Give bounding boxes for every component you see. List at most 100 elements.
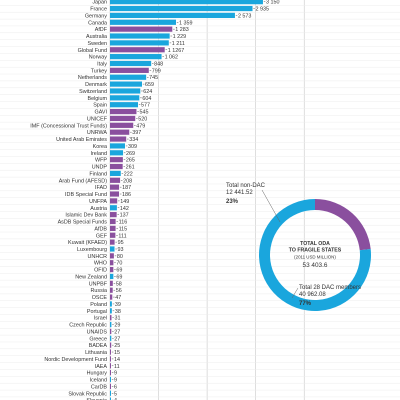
dac-name: Total 28 DAC members [299,285,362,291]
category-label: Japan [92,0,107,6]
category-label: Russia [91,288,107,294]
bar [110,74,147,80]
donut-title-line-1: TOTAL ODA [300,241,330,247]
category-label: Turkey [91,68,108,74]
category-label: UNHCR [88,254,108,260]
bar [110,150,124,156]
value-label: 545 [139,110,148,116]
bar [110,40,169,46]
value-label: 70 [116,261,122,267]
bar [110,108,137,115]
value-label: 520 [138,116,147,122]
category-label: Finland [89,171,107,177]
value-label: 1 062 [165,55,179,61]
value-label: 208 [123,178,132,184]
value-label: 38 [115,309,121,315]
category-label: Belgium [88,96,108,102]
value-label: 397 [132,130,141,136]
value-label: 186 [122,192,131,198]
bar [110,191,120,197]
category-label: IDB Special Fund [65,192,107,198]
bar [110,390,111,396]
category-label: GEF [96,233,108,239]
bar [110,239,115,245]
value-label: 111 [118,233,126,239]
bar [110,342,112,348]
bar [110,376,111,383]
bar [110,67,149,73]
bar [110,198,118,204]
category-label: UNPBF [89,281,108,287]
donut-title-line-2: TO FRAGILE STATES [289,248,342,254]
category-label: Slovak Republic [68,391,107,397]
category-label: Kuwait (KFAED) [68,240,107,246]
bar [110,157,123,163]
bar [110,383,111,389]
category-label: CarDB [91,384,108,390]
value-label: 56 [116,288,122,294]
category-label: IMF (Concessional Trust Funds) [30,123,107,129]
dac-value: 40 962.08 [299,292,326,298]
bar [110,205,117,211]
value-label: 5 [114,391,117,397]
bar [110,177,121,183]
value-label: 848 [154,62,163,68]
value-label: 58 [116,281,122,287]
bar [110,218,116,225]
category-label: AsDB Special Funds [58,220,108,226]
bar [110,47,165,53]
value-label: 1 283 [175,27,189,33]
bar [110,129,130,135]
bars-group [110,0,263,400]
bar [110,136,127,142]
bar [110,19,176,25]
value-label: 69 [116,274,122,280]
category-label: Israel [94,316,107,322]
non-dac-value: 12 441.52 [226,190,253,196]
value-label: 577 [141,103,150,109]
dac-percent: 77% [299,301,312,307]
value-label: 269 [126,151,135,157]
value-label: 25 [114,343,120,349]
value-label: 142 [120,206,129,212]
category-label: Global Fund [78,48,107,54]
value-label: 93 [118,247,124,253]
category-label: UNAIDS [87,329,108,335]
category-label: BADEA [89,343,108,349]
category-label: Germany [85,13,107,19]
bar [110,184,120,190]
bar [110,122,134,128]
bar [110,170,121,177]
category-label: Czech Republic [69,323,107,329]
non-dac-leader [261,189,281,223]
category-label: OFID [94,268,107,274]
category-label: Lithuania [85,350,107,356]
value-label: 14 [114,357,120,363]
value-label: 479 [136,123,145,129]
donut-subtitle: (2011 USD MILLION) [294,255,336,260]
bar [110,287,113,293]
category-label: WHO [94,261,107,267]
bar [110,267,114,273]
value-label: 47 [115,295,121,301]
value-label: 799 [152,68,161,74]
bar [110,163,123,170]
non-dac-name: Total non-DAC [226,183,266,189]
value-label: 115 [119,226,128,232]
category-label: IAEA [95,364,108,370]
category-label: Islamic Dev Bank [65,213,107,219]
value-label: 1 229 [173,34,187,40]
value-label: 745 [149,75,158,81]
value-label: 31 [115,316,121,322]
category-label: Denmark [85,82,107,88]
bar [110,33,170,39]
category-label: Netherlands [78,75,107,81]
value-label: 137 [120,213,129,219]
bar [110,246,115,252]
category-label: AfDB [94,226,107,232]
value-label: 6 [114,384,117,390]
category-label: United Arab Emirates [56,137,107,143]
